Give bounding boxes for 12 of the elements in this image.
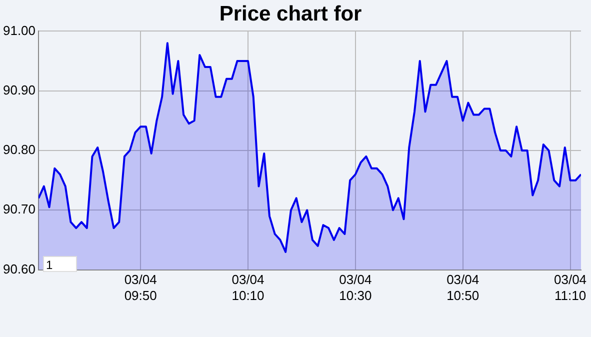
- y-tick-label: 90.60: [2, 261, 36, 276]
- x-tick-label: 03/04 10:10: [232, 272, 264, 303]
- y-tick-label: 90.90: [2, 82, 36, 98]
- x-tick-label: 03/04 10:30: [339, 272, 372, 303]
- x-tick-label: 03/04 10:50: [446, 272, 480, 303]
- chart-title: Price chart for: [219, 2, 362, 26]
- x-tick-label: 03/04 09:50: [124, 272, 157, 303]
- y-tick-label: 90.80: [2, 142, 36, 158]
- y-tick-label: 91.00: [2, 22, 36, 38]
- input-field: 1: [43, 256, 77, 272]
- y-tick-label: 90.70: [2, 202, 36, 217]
- x-tick-label: 03/04 11:10: [554, 272, 587, 303]
